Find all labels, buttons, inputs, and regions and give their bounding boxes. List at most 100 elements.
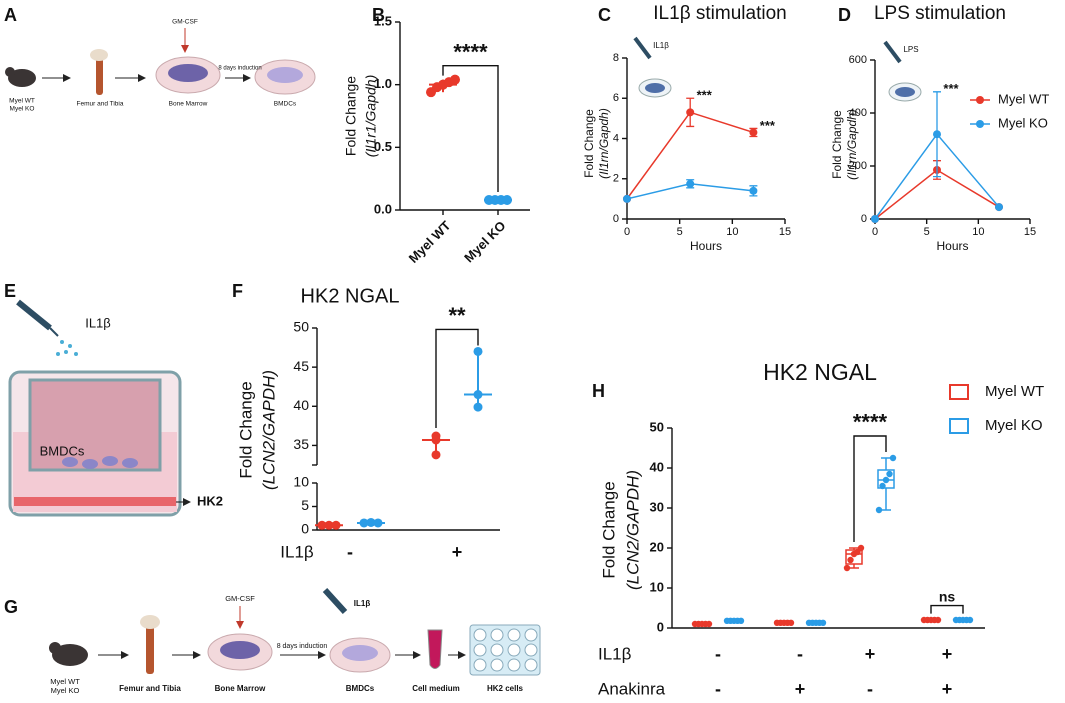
diagram-g — [49, 587, 541, 676]
row-value: + — [865, 644, 876, 664]
diagram-label: Myel KO — [51, 686, 80, 695]
significance-label: *** — [760, 118, 776, 133]
data-point — [473, 390, 483, 400]
data-point — [843, 564, 851, 572]
plate-well — [524, 643, 538, 657]
y-axis-label: (LCN2/GAPDH) — [623, 470, 642, 590]
cell — [102, 456, 118, 466]
bone-end — [140, 615, 160, 629]
data-point — [359, 518, 369, 528]
significance-bracket — [435, 328, 479, 429]
y-tick-label: 5 — [301, 497, 309, 513]
drop — [68, 344, 72, 348]
diagram-label: Bone Marrow — [169, 101, 208, 108]
inset-cells — [645, 83, 665, 93]
y-tick-label: 0 — [613, 213, 619, 225]
y-tick-label: 45 — [293, 358, 309, 374]
drop — [60, 340, 64, 344]
panel-label: D — [838, 5, 851, 25]
row-value: - — [867, 679, 873, 699]
panel-label: F — [232, 281, 243, 301]
data-point — [966, 616, 974, 624]
chart-title: IL1β stimulation — [653, 3, 786, 24]
inset-pipette — [883, 40, 902, 64]
diagram-label: Bone Marrow — [215, 684, 266, 693]
y-axis-label: Fold Change — [830, 110, 844, 179]
plate-well — [524, 658, 538, 672]
legend-label: Myel WT — [998, 91, 1049, 106]
legend-marker — [976, 120, 984, 128]
x-tick-label: 10 — [972, 226, 984, 238]
chart-title: HK2 NGAL — [763, 359, 877, 385]
data-point — [787, 619, 795, 626]
diagram-label: IL1β — [85, 315, 111, 330]
data-point — [886, 470, 893, 478]
y-tick-label: 2 — [613, 173, 619, 185]
legend-label: Myel WT — [985, 383, 1044, 400]
diagram-label: BMDCs — [346, 684, 375, 693]
diagram-label: GM-CSF — [172, 19, 198, 26]
data-point — [317, 520, 327, 530]
data-point — [431, 435, 441, 445]
y-tick-label: 0 — [861, 213, 867, 225]
row-value: + — [942, 679, 953, 699]
panel-label: C — [598, 5, 611, 25]
diagram-label: HK2 cells — [487, 684, 524, 693]
cell — [82, 459, 98, 469]
y-tick-label: 0.0 — [374, 201, 392, 216]
mouse-head — [49, 642, 61, 654]
y-axis-label: (Il1r1/Gapdh) — [363, 75, 379, 157]
data-point — [366, 517, 376, 527]
x-tick-label: 0 — [872, 226, 878, 238]
significance-bracket — [930, 604, 964, 614]
y-axis-label: Fold Change — [599, 481, 618, 578]
diagram-label: Cell medium — [412, 684, 460, 693]
panel-label: E — [4, 281, 16, 301]
diagram-label: Femur and Tibia — [77, 101, 124, 108]
mouse-icon — [52, 644, 88, 666]
x-axis-label: Hours — [936, 239, 968, 253]
cell — [122, 458, 138, 468]
x-tick-label: 15 — [1024, 226, 1036, 238]
row-value: + — [795, 679, 806, 699]
plate-well — [473, 628, 487, 642]
significance-label: **** — [453, 39, 488, 64]
y-axis-label: (Il1rn/Gapdh) — [597, 108, 611, 179]
inset-cells — [895, 87, 915, 97]
data-point — [331, 520, 341, 530]
diagram-label: BMDCs — [40, 443, 85, 458]
y-tick-label: 600 — [849, 54, 867, 66]
insert-icon — [28, 378, 162, 472]
y-axis-label: (Il1rn/Gapdh) — [845, 109, 859, 180]
y-tick-label: 0.5 — [374, 139, 392, 154]
legend-label: Myel KO — [998, 115, 1048, 130]
cells-icon — [168, 64, 208, 82]
data-point — [879, 482, 886, 490]
data-point — [871, 215, 879, 223]
legend-marker — [976, 96, 984, 104]
diagram-label: IL1β — [354, 599, 371, 608]
diagram-label: Femur and Tibia — [119, 684, 181, 693]
mouse-icon — [8, 69, 36, 87]
chart-title: LPS stimulation — [874, 3, 1006, 24]
y-tick-label: 4 — [613, 132, 619, 144]
data-point — [705, 620, 713, 628]
drop — [56, 352, 60, 356]
plate-well — [524, 628, 538, 642]
panel-label: B — [372, 5, 385, 25]
x-tick-label: 0 — [624, 226, 630, 238]
plate-icon — [469, 624, 541, 676]
inset-label: LPS — [903, 45, 918, 54]
significance-label: *** — [943, 81, 959, 96]
x-axis-label: Hours — [690, 239, 722, 253]
legend-marker — [949, 384, 969, 400]
cells-icon — [342, 645, 378, 661]
data-point — [686, 179, 695, 188]
tube-icon — [427, 629, 443, 669]
inset-pipette — [633, 36, 652, 60]
drop — [64, 350, 68, 354]
significance-bracket — [853, 435, 887, 542]
y-tick-label: 50 — [293, 319, 309, 335]
data-point — [995, 203, 1003, 212]
